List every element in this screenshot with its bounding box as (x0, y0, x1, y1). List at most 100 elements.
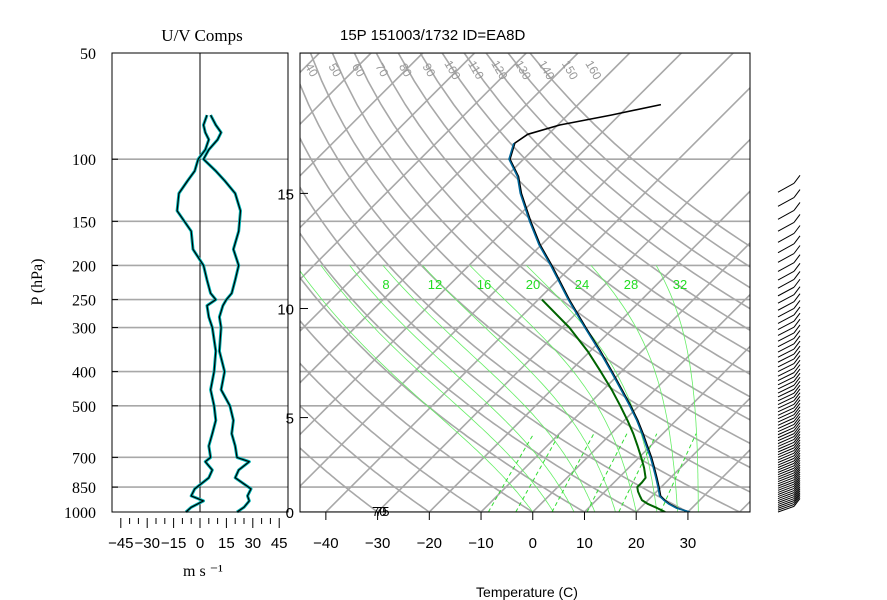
profile-line (541, 298, 666, 512)
isotherm (791, 53, 887, 512)
wind-barb-flag (793, 466, 801, 476)
uv-x-tick-label: 45 (271, 535, 288, 552)
wind-barb-flag (793, 368, 801, 378)
skewt-background-lines (300, 53, 887, 512)
mixing-ratio-line (487, 433, 535, 512)
wind-barb-flag (793, 494, 801, 503)
dry-adiabat-label: 140 (535, 58, 557, 83)
wind-barb-staff (777, 420, 795, 429)
wind-barb-staff (777, 367, 795, 377)
height-tick-label: 10 (277, 302, 294, 319)
dry-adiabat-label: 70 (373, 61, 392, 80)
wind-barb-flag (793, 409, 801, 419)
wind-barb-staff (777, 477, 795, 485)
wind-barb-flag (793, 306, 801, 316)
mixing-ratio-line (660, 433, 697, 512)
wind-barb-flag (793, 376, 801, 386)
uv-wind-series (175, 114, 253, 514)
wind-barb-staff (777, 403, 795, 413)
uv-y-tick-label: 250 (72, 293, 96, 310)
moist-adiabat-label: 32 (673, 277, 687, 292)
wind-barb-flag (793, 372, 801, 382)
isotherm (300, 53, 527, 281)
wind-barb-staff (777, 233, 795, 243)
wind-barb-flag (793, 478, 801, 487)
wind-barb-flag (793, 300, 801, 309)
dry-adiabat-label: 80 (396, 61, 415, 80)
wind-barb-staff (777, 490, 795, 498)
wind-barb-staff (777, 447, 795, 456)
dry-adiabat (300, 231, 637, 512)
wind-barb-staff (777, 467, 795, 476)
wind-barb-flag (793, 254, 801, 263)
moist-adiabat-label: 12 (428, 277, 442, 292)
isotherm (583, 345, 750, 512)
uv-x-tick-label: 0 (196, 535, 204, 552)
wind-barb-staff (777, 262, 795, 272)
wind-barb-staff (777, 380, 795, 390)
dry-adiabat (300, 276, 585, 512)
wind-barb-staff (777, 253, 795, 263)
wind-barb-flag (793, 488, 801, 497)
wind-barb-staff (777, 505, 795, 513)
wind-barb-flag (793, 262, 801, 272)
dry-adiabat-label: 60 (349, 61, 368, 80)
dry-adiabat-label: 150 (559, 58, 581, 83)
wind-barb-flag (793, 202, 801, 211)
wind-barb-flag (793, 498, 801, 507)
wind-barb-staff (777, 197, 795, 207)
skewt-plot-frame (299, 52, 751, 513)
mixing-ratio-line (586, 433, 628, 512)
uv-y-tick-label: 50 (80, 46, 96, 63)
dry-adiabat-label: 90 (420, 61, 439, 80)
moist-adiabat (469, 265, 637, 512)
wind-barb-flag (793, 399, 801, 409)
wind-barb-staff (777, 500, 795, 507)
isotherm (300, 53, 476, 229)
wind-barb-flag (793, 439, 801, 449)
wind-barb-staff (777, 388, 795, 398)
wind-barb-staff (777, 462, 795, 471)
wind-barb-flag (793, 318, 801, 328)
wind-barb-flag (793, 471, 801, 481)
isotherm (480, 241, 750, 512)
uv-y-tick-label: 500 (72, 399, 96, 416)
wind-barb-staff (777, 353, 795, 363)
wind-barb-flag (793, 214, 801, 223)
wind-barb-staff (777, 430, 795, 439)
wind-barb-staff (777, 498, 795, 505)
wind-barb-staff (777, 423, 795, 433)
moist-adiabat (655, 265, 699, 512)
mixing-ratio-line (618, 433, 658, 512)
wind-barb-flag (793, 245, 801, 254)
wind-barb-staff (777, 279, 795, 289)
temp-x-tick-label: −20 (417, 535, 442, 552)
wind-barb-flag (793, 480, 801, 489)
wind-barb-flag (793, 392, 801, 401)
dry-adiabat-label: 160 (582, 58, 604, 83)
wind-barb-flag (793, 364, 801, 373)
wind-barb-staff (777, 457, 795, 466)
skewt-axis-ticks: −40 −30 −20 −10 0 10 20 30 0 5 10 15 (277, 186, 696, 552)
temperature-axis-label: Temperature (C) (476, 584, 578, 600)
wind-barb-staff (777, 483, 795, 491)
wind-barb-staff (777, 286, 795, 297)
wind-barb-staff (777, 343, 795, 353)
temp-x-tick-label: 0 (529, 535, 537, 552)
wind-barb-staff (777, 243, 795, 254)
wind-barb-flag (793, 345, 801, 355)
uv-x-tick-label: −30 (134, 535, 159, 552)
wind-barb-flag (793, 462, 801, 471)
wind-barb-staff (777, 441, 795, 450)
wind-barb-flag (793, 447, 801, 457)
wind-barb-flag (793, 450, 801, 459)
dry-adiabat (309, 53, 750, 469)
moist-adiabat (422, 265, 616, 512)
uv-x-axis-label: m s ⁻¹ (183, 563, 223, 580)
wind-barb-flag (793, 340, 801, 350)
dry-adiabat (300, 319, 534, 512)
isotherm (300, 53, 579, 333)
dry-adiabat (507, 53, 750, 268)
wind-barb-staff (777, 479, 795, 487)
height-tick-label: 5 (286, 411, 294, 428)
